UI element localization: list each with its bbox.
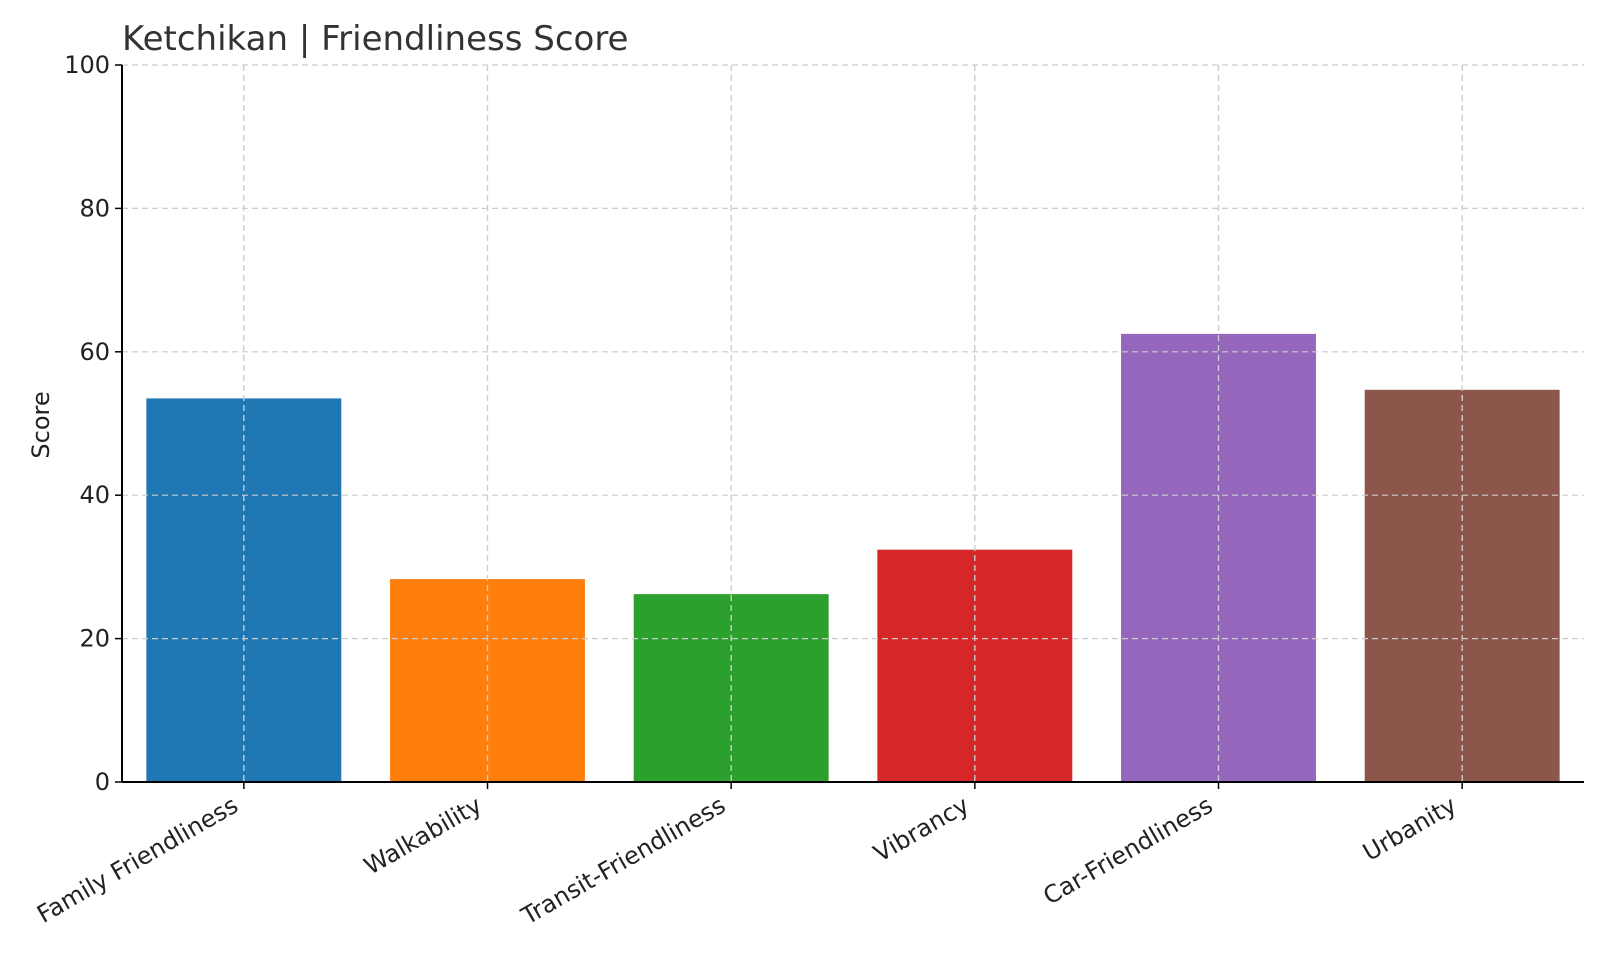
y-axis-ticks: 0 20 40 60 80 100 [64,51,122,796]
x-tick-label-car-friendliness: Car-Friendliness [1038,791,1217,911]
y-tick-label-40: 40 [79,481,110,509]
axes [121,65,1584,783]
y-tick-label-100: 100 [64,51,110,79]
x-tick-label-walkability: Walkability [359,791,486,881]
y-tick-label-0: 0 [95,768,110,796]
y-tick-label-80: 80 [79,194,110,222]
x-tick-label-transit-friendliness: Transit-Friendliness [516,791,730,931]
y-axis-label: Score [27,391,55,458]
y-tick-label-60: 60 [79,338,110,366]
x-tick-label-family-friendliness: Family Friendliness [32,791,243,929]
chart-title: Ketchikan | Friendliness Score [122,19,628,59]
bars [146,333,1560,782]
x-tick-label-vibrancy: Vibrancy [869,791,974,868]
x-axis-ticks: Family Friendliness Walkability Transit-Fr… [32,782,1463,931]
x-tick-label-urbanity: Urbanity [1358,791,1461,867]
y-tick-label-20: 20 [79,625,110,653]
